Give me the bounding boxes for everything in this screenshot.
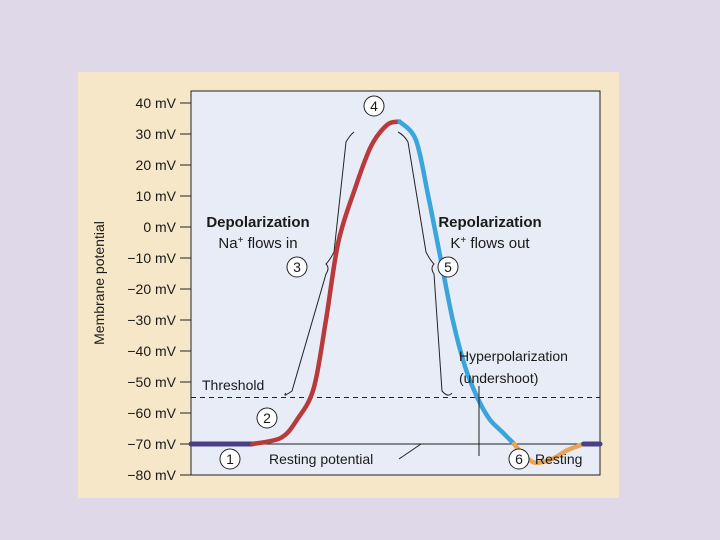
k-ion: K — [450, 235, 460, 252]
y-tick-label: 20 mV — [136, 157, 177, 173]
step-3-circle — [286, 256, 308, 278]
y-tick-label: 10 mV — [136, 188, 177, 204]
figure-card: Membrane potential 40 mV 30 mV 20 mV 10 mV 0… — [78, 72, 619, 498]
plot-area — [190, 90, 601, 476]
series-line-repolarization — [397, 119, 517, 447]
y-tick-label: 0 mV — [143, 219, 176, 235]
y-tick-label: 30 mV — [136, 126, 177, 142]
series-group — [188, 119, 603, 466]
depolarization-ions: Na+ flows in — [218, 235, 297, 253]
hyperpolarization-label: Hyperpolarization — [459, 348, 568, 364]
step-1-label: 1 — [226, 451, 234, 467]
y-axis-label: Membrane potential — [91, 221, 107, 345]
action-potential-chart: Membrane potential 40 mV 30 mV 20 mV 10 mV 0… — [91, 90, 603, 483]
y-tick-label: −70 mV — [127, 436, 176, 452]
depolarization-brace — [284, 131, 355, 396]
depolarization-title: Depolarization — [206, 214, 309, 231]
k-charge: + — [460, 235, 466, 246]
step-2-circle — [256, 407, 278, 429]
step-6-label: 6 — [515, 451, 523, 467]
step-3-label: 3 — [293, 259, 301, 275]
resting-potential-pointer — [398, 443, 422, 460]
step-4-circle — [363, 95, 385, 117]
step-6-circle — [508, 448, 530, 470]
repolarization-ions: K+ flows out — [450, 235, 530, 253]
step-4-label: 4 — [370, 98, 378, 114]
na-ion: Na — [218, 235, 238, 252]
y-axis-ticks: 40 mV 30 mV 20 mV 10 mV 0 mV −10 mV −20 mV −30 … — [127, 95, 191, 483]
y-tick-label: 40 mV — [136, 95, 177, 111]
step-1-circle — [219, 448, 241, 470]
y-tick-label: −40 mV — [127, 343, 176, 359]
na-charge: + — [238, 235, 244, 246]
y-tick-label: −60 mV — [127, 405, 176, 421]
step-5-label: 5 — [444, 259, 452, 275]
y-tick-label: −50 mV — [127, 374, 176, 390]
step-2-label: 2 — [263, 410, 271, 426]
y-tick-label: −80 mV — [127, 467, 176, 483]
step-markers: 1 2 3 4 5 6 — [219, 95, 530, 470]
undershoot-label: (undershoot) — [459, 370, 538, 386]
series-line-depolarization — [250, 119, 402, 447]
k-flow: flows out — [466, 235, 530, 252]
repolarization-brace — [397, 131, 453, 396]
na-flow: flows in — [243, 235, 297, 252]
threshold-label: Threshold — [202, 377, 264, 393]
y-tick-label: −10 mV — [127, 250, 176, 266]
repolarization-title: Repolarization — [438, 214, 541, 231]
step-5-circle — [437, 256, 459, 278]
y-tick-label: −20 mV — [127, 281, 176, 297]
resting-potential-label: Resting potential — [269, 451, 373, 467]
resting-label: Resting — [535, 451, 582, 467]
y-tick-label: −30 mV — [127, 312, 176, 328]
